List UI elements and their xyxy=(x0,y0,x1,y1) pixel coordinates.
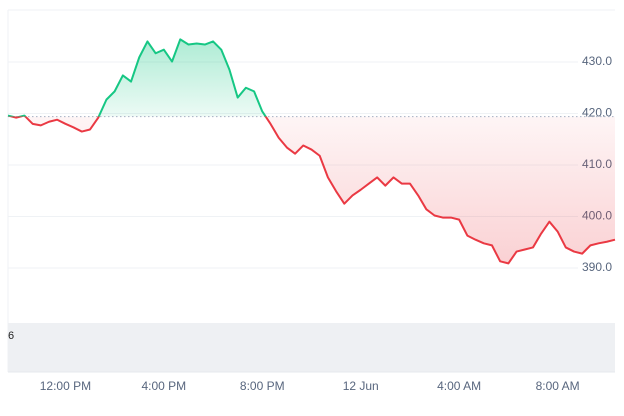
x-tick-label: 8:00 AM xyxy=(536,379,580,393)
x-tick-label: 12 Jun xyxy=(343,379,379,393)
area-fill xyxy=(8,39,615,264)
x-tick-label: 8:00 PM xyxy=(240,379,285,393)
volume-label: 6 xyxy=(8,330,14,342)
y-tick-label: 390.0 xyxy=(582,260,612,274)
x-tick-label: 4:00 PM xyxy=(141,379,186,393)
x-tick-label: 4:00 AM xyxy=(437,379,481,393)
x-tick-label: 12:00 PM xyxy=(40,379,91,393)
volume-panel xyxy=(8,323,615,372)
price-line xyxy=(7,38,616,265)
y-tick-label: 430.0 xyxy=(582,54,612,68)
